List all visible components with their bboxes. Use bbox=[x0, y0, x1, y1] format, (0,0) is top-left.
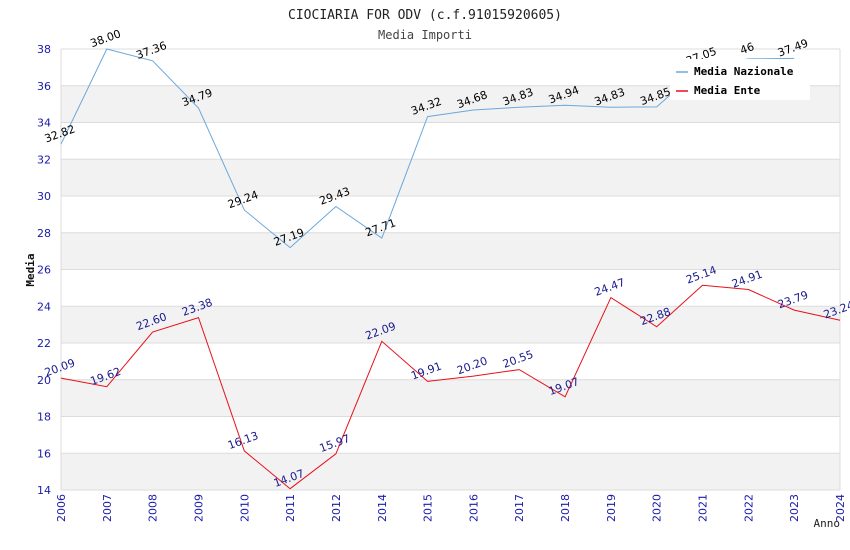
x-tick-label: 2010 bbox=[238, 494, 251, 522]
y-axis-label: Media bbox=[24, 253, 37, 286]
data-label: 15.97 bbox=[318, 432, 352, 455]
data-label: 20.20 bbox=[455, 354, 489, 377]
chart-title: CIOCIARIA FOR ODV (c.f.91015920605) bbox=[288, 8, 562, 23]
grid-band bbox=[61, 379, 840, 417]
x-tick-label: 2019 bbox=[605, 494, 618, 522]
y-tick-label: 14 bbox=[37, 484, 51, 497]
x-tick-label: 2012 bbox=[330, 494, 343, 522]
y-tick-label: 24 bbox=[37, 300, 51, 313]
data-label: 20.55 bbox=[501, 348, 535, 371]
x-tick-label: 2021 bbox=[697, 494, 710, 522]
x-tick-label: 2015 bbox=[422, 494, 435, 522]
grid-band bbox=[61, 232, 840, 270]
legend-label-nazionale: Media Nazionale bbox=[694, 65, 794, 78]
y-tick-label: 32 bbox=[37, 153, 51, 166]
legend: Media Nazionale Media Ente bbox=[670, 59, 810, 100]
y-tick-label: 20 bbox=[37, 374, 51, 387]
x-tick-label: 2022 bbox=[742, 494, 755, 522]
y-tick-label: 18 bbox=[37, 411, 51, 424]
x-tick-label: 2006 bbox=[55, 494, 68, 522]
x-tick-label: 2016 bbox=[467, 494, 480, 522]
legend-label-ente: Media Ente bbox=[694, 84, 761, 97]
data-label: 20.09 bbox=[43, 356, 77, 379]
y-tick-label: 28 bbox=[37, 227, 51, 240]
y-tick-label: 16 bbox=[37, 447, 51, 460]
data-label: 19.91 bbox=[409, 360, 443, 383]
legend-box bbox=[670, 59, 810, 100]
chart-subtitle: Media Importi bbox=[378, 28, 472, 42]
x-tick-label: 2024 bbox=[834, 494, 847, 522]
data-label: 37.49 bbox=[776, 37, 810, 60]
y-tick-label: 26 bbox=[37, 264, 51, 277]
series-line-1 bbox=[60, 284, 841, 490]
grid-band bbox=[61, 159, 840, 196]
grid-band bbox=[61, 306, 840, 343]
x-tick-label: 2007 bbox=[101, 494, 114, 522]
y-tick-label: 22 bbox=[37, 337, 51, 350]
grid-bands bbox=[61, 85, 840, 490]
y-tick-label: 38 bbox=[37, 43, 51, 56]
y-axis-ticks: 14 16 18 20 22 24 26 28 30 32 34 36 38 bbox=[37, 43, 51, 497]
grid-band bbox=[61, 453, 840, 490]
x-tick-label: 2009 bbox=[192, 494, 205, 522]
x-tick-label: 2008 bbox=[147, 494, 160, 522]
x-tick-label: 2014 bbox=[376, 494, 389, 522]
y-tick-label: 36 bbox=[37, 80, 51, 93]
x-tick-label: 2018 bbox=[559, 494, 572, 522]
data-label: 24.47 bbox=[593, 276, 627, 299]
data-label: 37.36 bbox=[134, 39, 168, 62]
x-axis-label: Anno bbox=[814, 517, 841, 530]
x-tick-label: 2023 bbox=[788, 494, 801, 522]
x-axis-ticks: 2006 2007 2008 2009 2010 2011 2012 2014 2015 2016… bbox=[55, 494, 847, 522]
grid-lines bbox=[60, 48, 841, 491]
y-tick-label: 30 bbox=[37, 190, 51, 203]
y-tick-label: 34 bbox=[37, 117, 51, 130]
data-label: 38.00 bbox=[89, 27, 123, 50]
x-tick-label: 2020 bbox=[651, 494, 664, 522]
data-label: 46 bbox=[738, 40, 756, 57]
x-tick-label: 2011 bbox=[284, 494, 297, 522]
x-tick-label: 2017 bbox=[513, 494, 526, 522]
data-label: 24.91 bbox=[730, 268, 764, 291]
